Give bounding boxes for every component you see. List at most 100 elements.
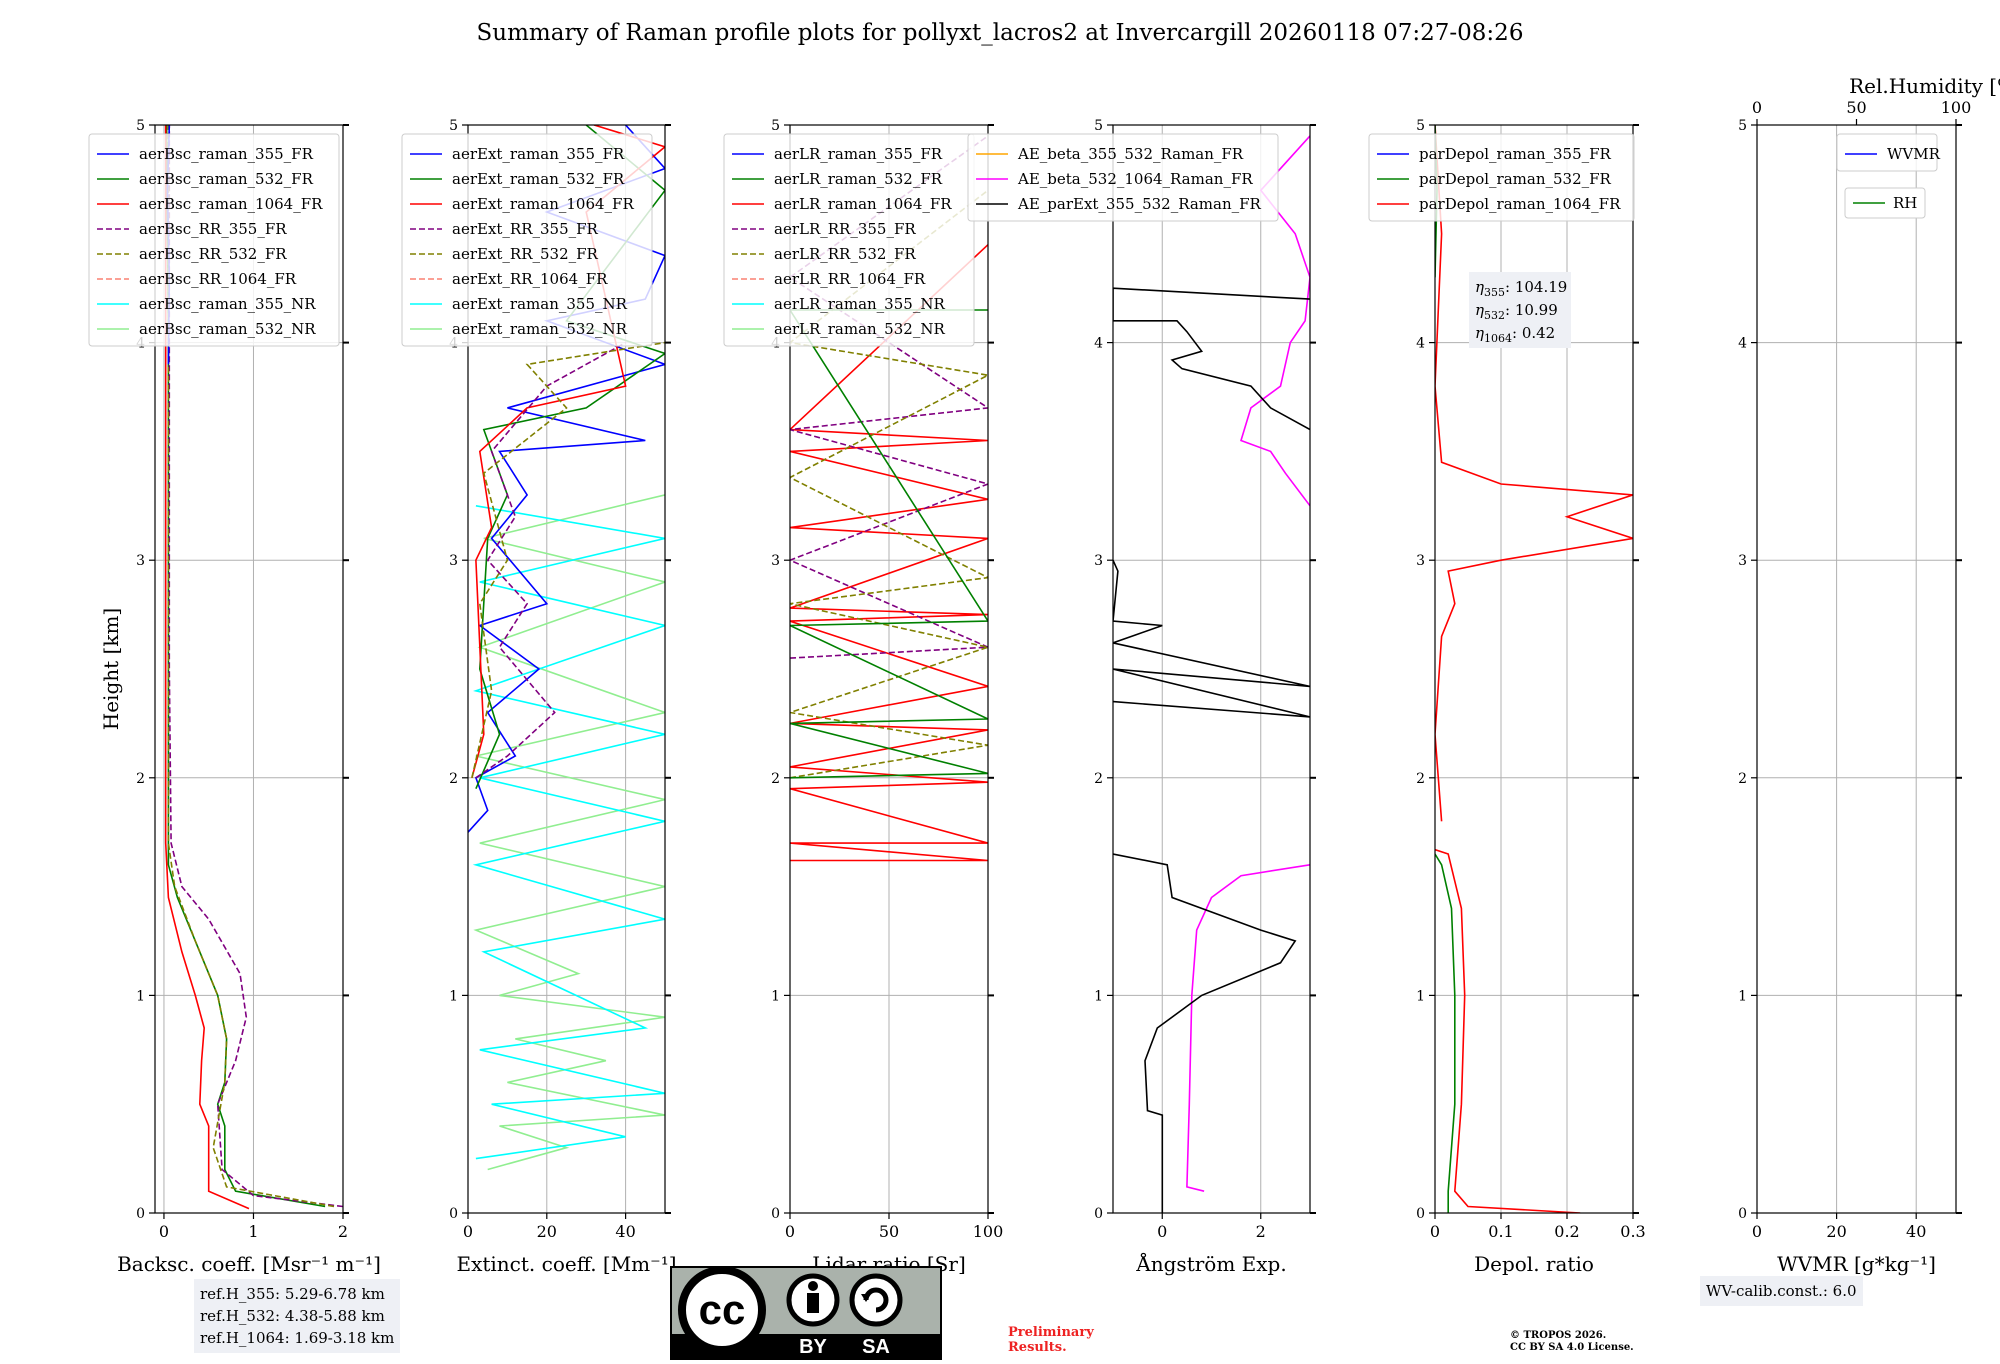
y-tick-label: 0 <box>771 1206 780 1222</box>
y-tick-label: 5 <box>449 118 458 134</box>
legend-entry: AE_parExt_355_532_Raman_FR <box>1017 195 1262 213</box>
series-line <box>168 125 343 1208</box>
panel-6: 0 20 40 0 1 2 3 4 5 WVMR [g*kg⁻¹] 0 50 100Rel.Humidi… <box>1738 74 2000 1276</box>
axes-frame <box>1434 124 1634 1214</box>
copyright-line-1: © TROPOS 2026. <box>1510 1330 1607 1341</box>
series-line <box>1435 848 1581 1213</box>
y-tick-label: 5 <box>771 118 780 134</box>
axes-frame <box>467 124 666 1214</box>
x-tick-label: 0.2 <box>1554 1222 1579 1241</box>
x-tick-label: 0 <box>463 1222 473 1241</box>
series-line <box>1435 853 1456 1213</box>
x-tick-label: 0 <box>1157 1222 1167 1241</box>
legend-entry: aerBsc_raman_1064_FR <box>139 195 323 213</box>
y-tick-label: 1 <box>1094 988 1103 1004</box>
y-tick-label: 1 <box>1738 988 1747 1004</box>
series-line <box>1240 135 1310 507</box>
x-axis-label: Depol. ratio <box>1474 1252 1594 1276</box>
series-group <box>468 125 665 1171</box>
y-tick-label: 4 <box>1094 336 1103 352</box>
reference-heights-box: ref.H_355: 5.29-6.78 km ref.H_532: 4.38-… <box>194 1279 401 1353</box>
series-line <box>790 244 988 862</box>
x-axis-label: Ångström Exp. <box>1135 1251 1286 1276</box>
legend-entry: aerExt_raman_532_NR <box>452 320 628 338</box>
preliminary-note: Preliminary Results. <box>1008 1325 1094 1355</box>
legend-entry: aerBsc_RR_532_FR <box>139 245 287 263</box>
legend-entry: aerLR_raman_355_NR <box>774 295 945 313</box>
figure-title: Summary of Raman profile plots for polly… <box>476 20 1524 46</box>
x-axis-label: Backsc. coeff. [Msr⁻¹ m⁻¹] <box>117 1252 381 1276</box>
annotation-value: : 104.19 <box>1505 278 1567 296</box>
cc-sa-label: SA <box>862 1336 890 1358</box>
x-axis-label: WVMR [g*kg⁻¹] <box>1777 1252 1936 1276</box>
annotation-subscript: 1064 <box>1484 332 1512 345</box>
legend-entry: aerBsc_raman_355_NR <box>139 295 316 313</box>
x-tick-label: 20 <box>537 1222 557 1241</box>
annotation-line: η532: 10.99 <box>1475 301 1558 322</box>
y-tick-label: 1 <box>1416 988 1425 1004</box>
y-tick-label: 2 <box>771 771 780 787</box>
x-tick-label: 2 <box>1256 1222 1266 1241</box>
panel-3: 050100012345Lidar ratio [Sr]aerLR_raman_… <box>723 118 1003 1276</box>
ref-height-532: ref.H_532: 4.38-5.88 km <box>200 1307 385 1325</box>
series-line <box>1186 864 1310 1192</box>
series-line <box>472 505 665 1160</box>
series-line <box>468 125 665 833</box>
annotation-line: η355: 104.19 <box>1475 278 1567 299</box>
y-tick-label: 3 <box>1094 553 1103 569</box>
copyright-note: © TROPOS 2026. CC BY SA 4.0 License. <box>1510 1330 1634 1354</box>
legend-entry: aerBsc_RR_355_FR <box>139 220 287 238</box>
legend-entry: parDepol_raman_532_FR <box>1419 170 1612 188</box>
legend-entry: aerExt_RR_532_FR <box>452 245 599 263</box>
cc-logo-text: cc <box>699 1286 746 1333</box>
preliminary-line-1: Preliminary <box>1008 1325 1094 1340</box>
y-tick-label: 2 <box>136 771 145 787</box>
cc-by-label: BY <box>799 1336 827 1358</box>
ref-height-355: ref.H_355: 5.29-6.78 km <box>200 1285 385 1303</box>
ref-height-1064: ref.H_1064: 1.69-3.18 km <box>200 1329 395 1347</box>
y-tick-label: 5 <box>1738 118 1747 134</box>
legend-entry: parDepol_raman_355_FR <box>1419 145 1612 163</box>
legend-entry: aerLR_raman_532_FR <box>774 170 943 188</box>
x-tick-label: 0 <box>1430 1222 1440 1241</box>
series-line <box>1113 559 1310 718</box>
x2-tick-label: 50 <box>1846 98 1866 117</box>
legend-entry: aerBsc_raman_355_FR <box>139 145 314 163</box>
annotation-symbol: η <box>1475 301 1484 319</box>
legend-box <box>1836 133 1938 172</box>
y-tick-label: 0 <box>136 1206 145 1222</box>
panel-5: 0 0.1 0.2 0.3 0 1 2 3 4 5 Depol. ratio parDepol_ram… <box>1368 118 1646 1276</box>
legend-entry: AE_beta_532_1064_Raman_FR <box>1017 170 1253 188</box>
legend: aerLR_raman_355_FR aerLR_raman_532_FR aerL… <box>723 133 975 347</box>
x-tick-label: 0 <box>159 1222 169 1241</box>
series-line <box>1113 287 1310 431</box>
y-tick-label: 2 <box>1094 771 1103 787</box>
y-axis-label: Height [km] <box>99 608 123 730</box>
wv-calibration-box: WV-calib.const.: 6.0 <box>1700 1276 1863 1306</box>
legend-box <box>88 133 340 347</box>
y-tick-label: 2 <box>1416 771 1425 787</box>
y-tick-label: 3 <box>1738 553 1747 569</box>
y-tick-label: 0 <box>1094 1206 1103 1222</box>
x2-tick-label: 0 <box>1752 98 1762 117</box>
legend-entry: aerLR_raman_355_FR <box>774 145 943 163</box>
annotation-symbol: η <box>1475 278 1484 296</box>
legend-entry: aerExt_raman_355_FR <box>452 145 625 163</box>
series-line <box>1113 853 1297 1213</box>
legend-entry: aerExt_raman_532_FR <box>452 170 625 188</box>
x-axis-label: Extinct. coeff. [Mm⁻¹] <box>456 1252 676 1276</box>
y-tick-label: 1 <box>771 988 780 1004</box>
series-line <box>473 494 665 1171</box>
preliminary-line-2: Results. <box>1008 1340 1067 1355</box>
legend-entry: aerBsc_raman_532_NR <box>139 320 316 338</box>
annotation-value: : 10.99 <box>1505 301 1558 319</box>
x-tick-label: 2 <box>338 1222 348 1241</box>
x-tick-label: 1 <box>248 1222 258 1241</box>
legend-box <box>401 133 653 347</box>
x-tick-label: 20 <box>1826 1222 1846 1241</box>
legend-entry: parDepol_raman_1064_FR <box>1419 195 1621 213</box>
panel-4: 0 2 0 1 2 3 4 5 Ångström Exp. AE_beta_355_532_Ram… <box>967 118 1316 1276</box>
y-tick-label: 0 <box>449 1206 458 1222</box>
y-tick-label: 3 <box>449 553 458 569</box>
annotation-value: : 0.42 <box>1512 324 1555 342</box>
